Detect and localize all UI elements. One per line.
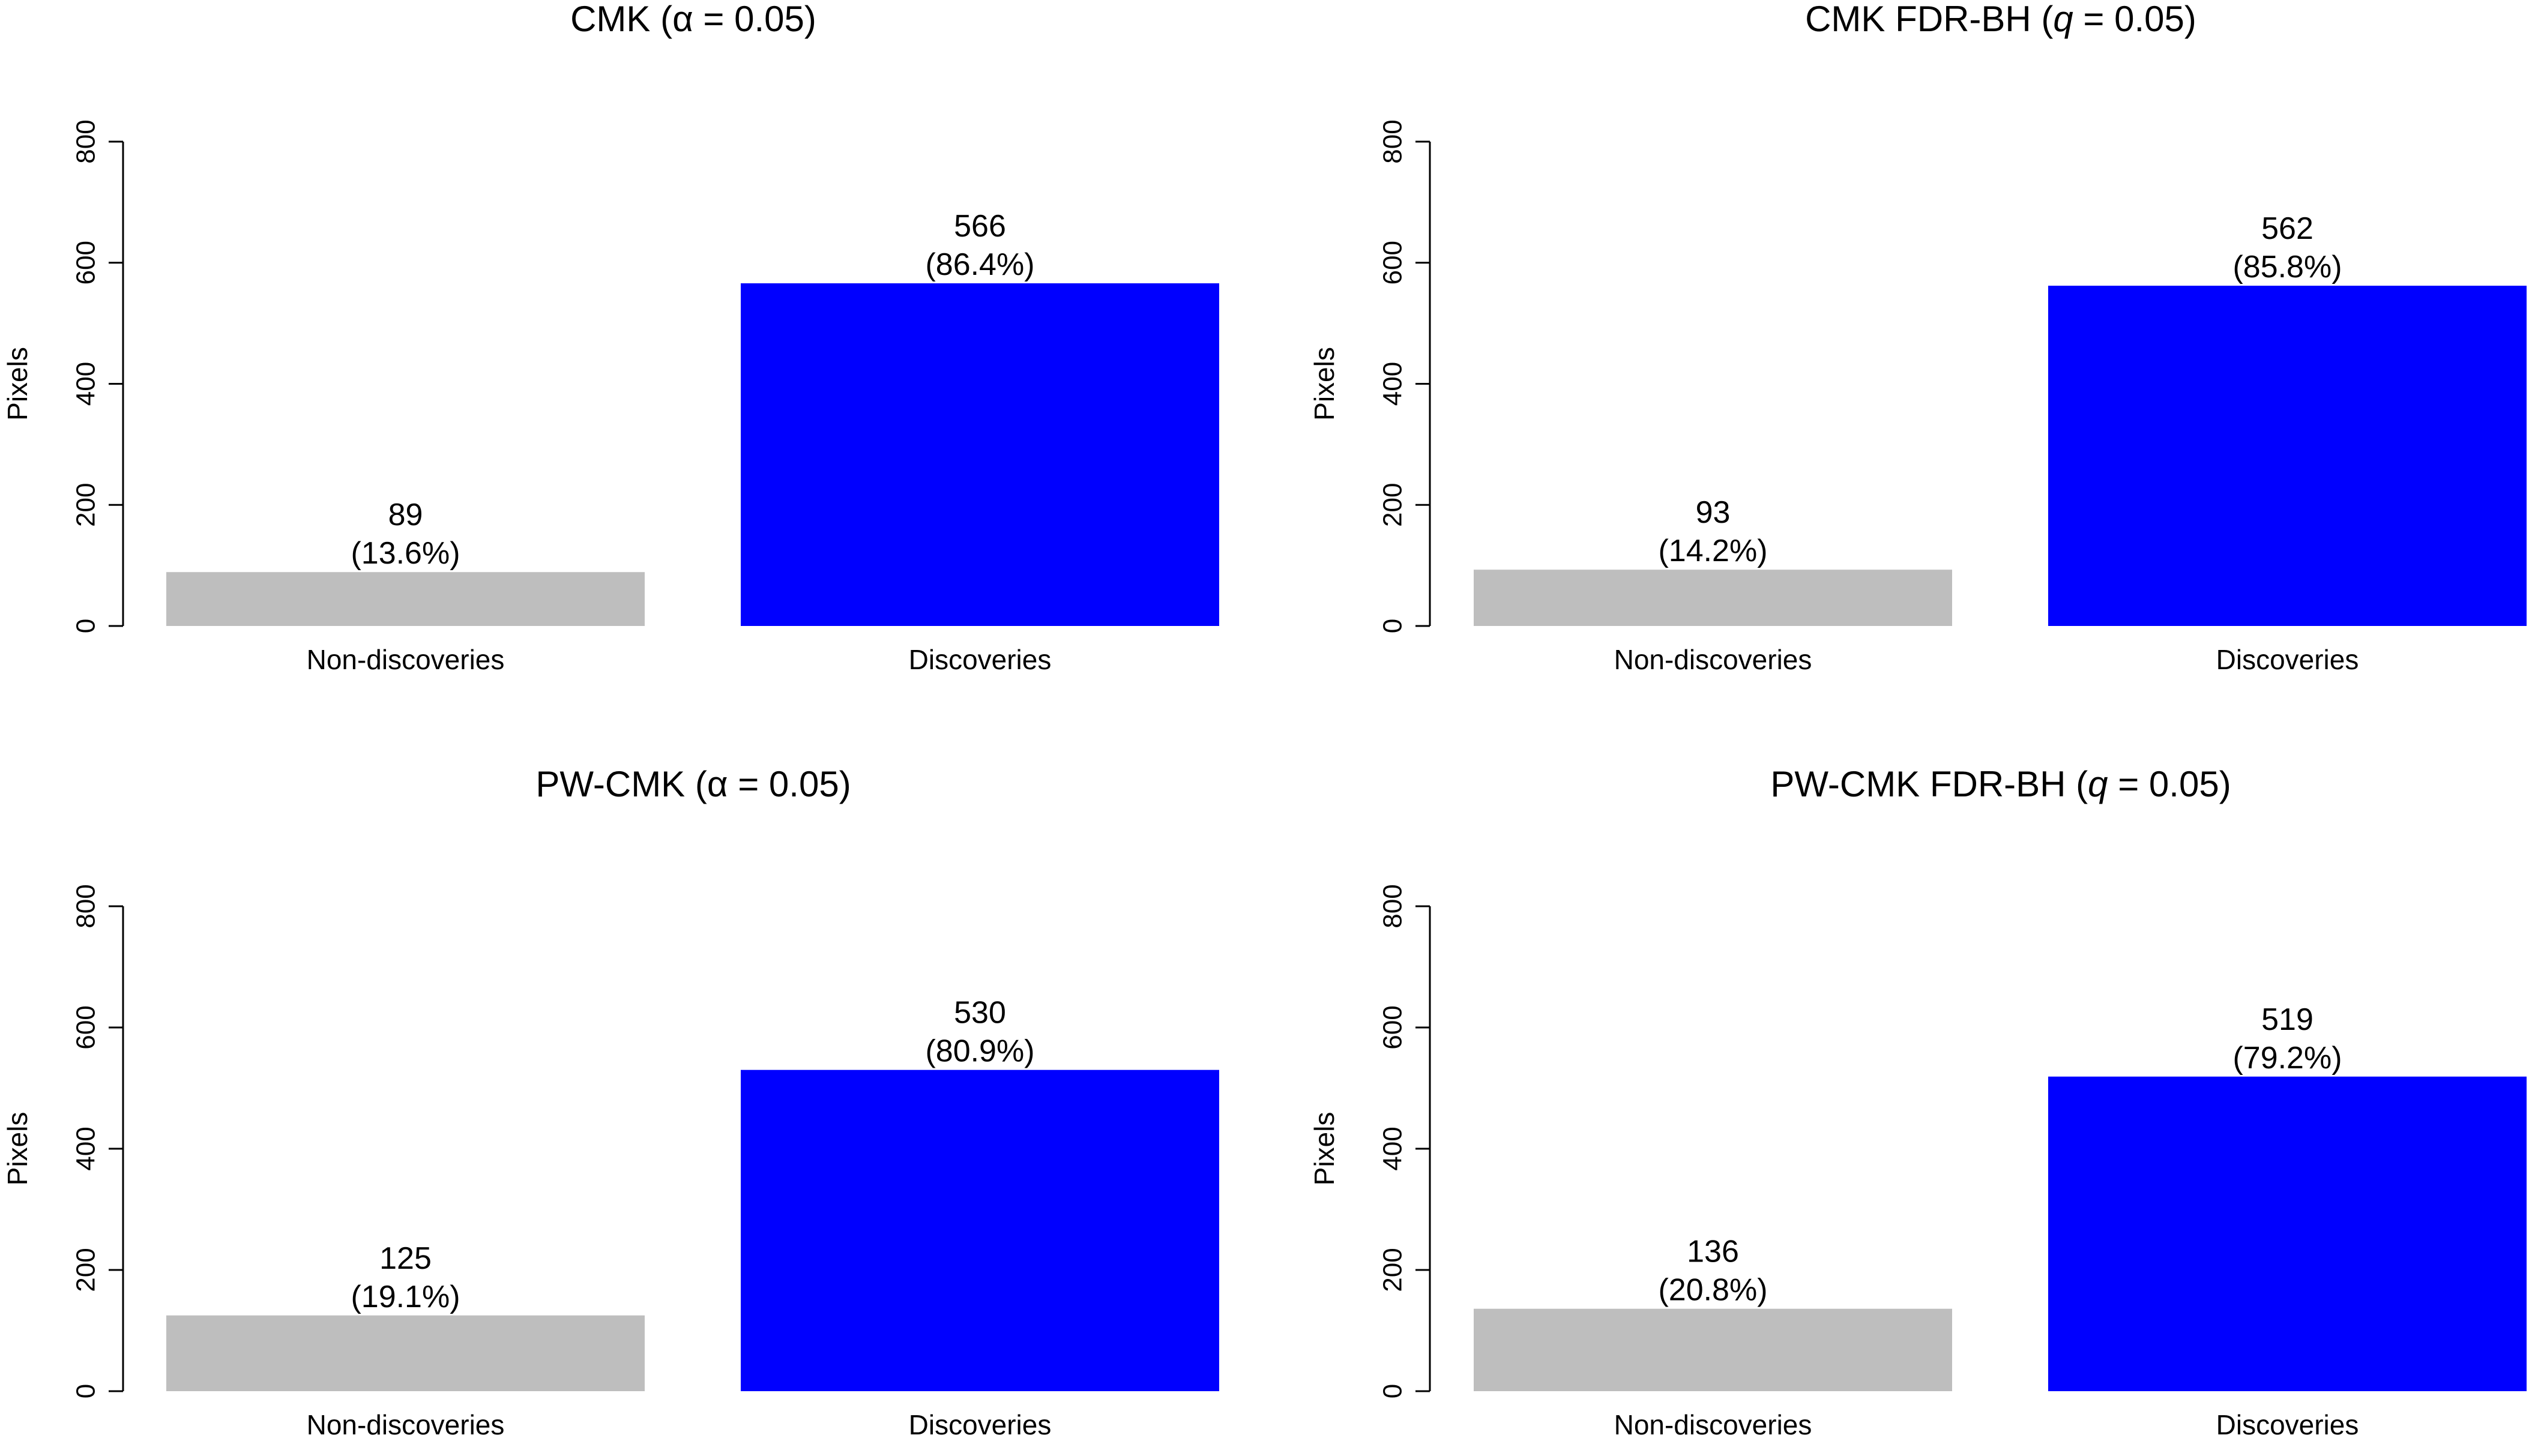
category-label: Discoveries — [909, 1409, 1052, 1440]
y-tick-label: 800 — [71, 119, 101, 163]
bar-discoveries — [741, 283, 1219, 626]
y-tick-label: 0 — [71, 1384, 101, 1398]
chart-title-prefix: PW-CMK FDR-BH ( — [1770, 764, 2088, 804]
bar-value-label: 519 — [2261, 1002, 2313, 1037]
bar-value-label: 93 — [1696, 495, 1731, 530]
chart-panel-3: PW-CMK (α = 0.05) Pixels 0 200 400 600 800 Non-… — [2, 764, 1219, 1440]
bar-non-discoveries — [166, 1315, 645, 1391]
y-tick-label: 200 — [1378, 1248, 1408, 1292]
y-axis-label: Pixels — [1309, 1112, 1340, 1186]
y-tick-label: 0 — [1378, 619, 1408, 633]
bar-value-label: 562 — [2261, 211, 2313, 246]
bar-value-label: 125 — [379, 1241, 432, 1276]
chart-title-prefix: CMK ( — [570, 0, 672, 39]
chart-title: PW-CMK (α = 0.05) — [535, 764, 851, 804]
bar-non-discoveries — [166, 572, 645, 626]
chart-title-suffix: = 0.05) — [693, 0, 816, 39]
y-tick-label: 600 — [71, 241, 101, 284]
bar-percent-label: (86.4%) — [925, 247, 1034, 282]
y-tick-label: 400 — [1378, 1127, 1408, 1170]
y-tick-label: 800 — [1378, 119, 1408, 163]
bar-percent-label: (14.2%) — [1658, 534, 1767, 568]
chart-title-symbol: α — [672, 0, 693, 39]
category-label: Non-discoveries — [1614, 644, 1812, 675]
chart-panel-4: PW-CMK FDR-BH (q = 0.05) Pixels 0 200 400 600… — [1309, 764, 2527, 1440]
category-label: Non-discoveries — [307, 644, 505, 675]
chart-title-suffix: = 0.05) — [728, 764, 851, 804]
bar-non-discoveries — [1474, 1308, 1952, 1391]
chart-title-symbol: α — [707, 764, 728, 804]
bar-discoveries — [741, 1069, 1219, 1391]
category-label: Non-discoveries — [1614, 1409, 1812, 1440]
y-tick-label: 0 — [71, 619, 101, 633]
bar-value-label: 566 — [954, 209, 1006, 244]
y-tick-label: 600 — [1378, 1005, 1408, 1049]
bar-value-label: 89 — [388, 498, 423, 532]
chart-title-prefix: CMK FDR-BH ( — [1805, 0, 2053, 39]
y-tick-label: 400 — [71, 1127, 101, 1170]
category-label: Non-discoveries — [307, 1409, 505, 1440]
bar-percent-label: (19.1%) — [351, 1280, 460, 1314]
y-tick-label: 0 — [1378, 1384, 1408, 1398]
category-label: Discoveries — [2216, 644, 2359, 675]
chart-title-symbol: q — [2053, 0, 2073, 39]
bar-percent-label: (80.9%) — [925, 1034, 1034, 1069]
category-label: Discoveries — [2216, 1409, 2359, 1440]
y-tick-label: 800 — [71, 884, 101, 928]
y-tick-label: 400 — [71, 362, 101, 406]
bar-discoveries — [2048, 286, 2527, 626]
chart-title-suffix: = 0.05) — [2073, 0, 2196, 39]
chart-title-prefix: PW-CMK ( — [535, 764, 707, 804]
y-axis-label: Pixels — [2, 347, 33, 421]
y-tick-label: 800 — [1378, 884, 1408, 928]
y-tick-label: 400 — [1378, 362, 1408, 406]
chart-title: CMK (α = 0.05) — [570, 0, 816, 39]
y-tick-label: 200 — [71, 483, 101, 527]
y-axis-label: Pixels — [1309, 347, 1340, 421]
y-tick-label: 600 — [1378, 241, 1408, 284]
y-axis-label: Pixels — [2, 1112, 33, 1186]
chart-title-suffix: = 0.05) — [2108, 764, 2231, 804]
chart-title-symbol: q — [2088, 764, 2108, 804]
bar-percent-label: (13.6%) — [351, 536, 460, 571]
chart-title: CMK FDR-BH (q = 0.05) — [1805, 0, 2196, 39]
bar-non-discoveries — [1474, 570, 1952, 626]
bar-discoveries — [2048, 1076, 2527, 1391]
bar-value-label: 136 — [1687, 1235, 1739, 1269]
chart-panel-2: CMK FDR-BH (q = 0.05) Pixels 0 200 400 600 800… — [1309, 0, 2527, 675]
chart-title: PW-CMK FDR-BH (q = 0.05) — [1770, 764, 2231, 804]
bar-percent-label: (20.8%) — [1658, 1273, 1767, 1308]
y-tick-label: 200 — [1378, 483, 1408, 527]
bar-percent-label: (79.2%) — [2232, 1041, 2342, 1075]
bar-value-label: 530 — [954, 996, 1006, 1030]
y-tick-label: 200 — [71, 1248, 101, 1292]
bar-percent-label: (85.8%) — [2232, 250, 2342, 284]
y-tick-label: 600 — [71, 1005, 101, 1049]
category-label: Discoveries — [909, 644, 1052, 675]
chart-panel-1: CMK (α = 0.05) Pixels 0 200 400 600 800 Non-dis… — [2, 0, 1219, 675]
